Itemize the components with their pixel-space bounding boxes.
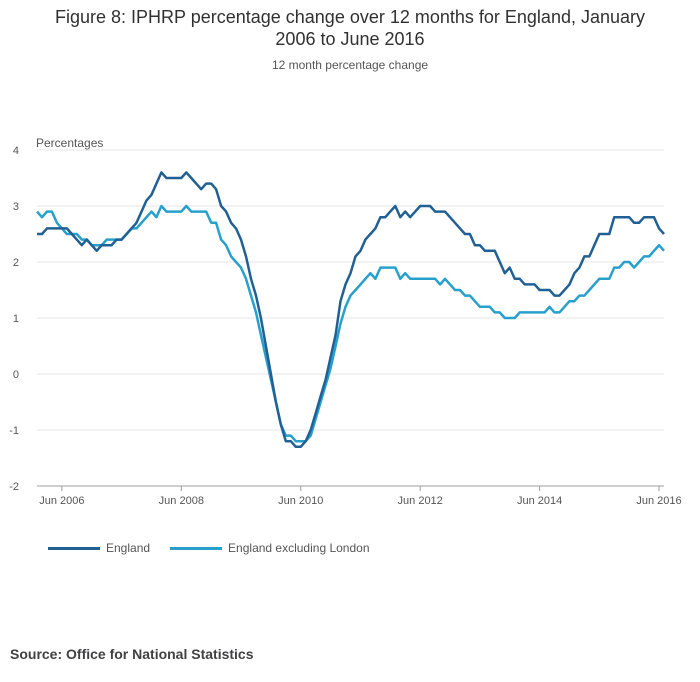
chart-title-line-2: 2006 to June 2016 <box>275 29 425 49</box>
x-tick-label: Jun 2010 <box>278 495 323 507</box>
legend-label-england: England <box>106 541 151 555</box>
x-tick-label: Jun 2016 <box>636 495 681 507</box>
source-note: Source: Office for National Statistics <box>10 646 254 662</box>
x-tick-label: Jun 2008 <box>159 495 204 507</box>
gridlines <box>37 149 664 487</box>
y-tick-label: 3 <box>13 201 19 213</box>
chart-title: Figure 8: IPHRP percentage change over 1… <box>0 6 700 50</box>
chart-subtitle: 12 month percentage change <box>271 58 429 72</box>
y-tick-label: -2 <box>9 481 19 493</box>
legend-label-england-excluding-london: England excluding London <box>228 541 370 555</box>
series-lines <box>36 171 665 449</box>
y-tick-label: 1 <box>13 313 19 325</box>
x-tick-label: Jun 2012 <box>398 495 443 507</box>
chart-title-line-1: Figure 8: IPHRP percentage change over 1… <box>54 7 646 27</box>
y-tick-label: 4 <box>13 145 19 157</box>
y-tick-label: 0 <box>13 369 19 381</box>
chart-legend: England England excluding London <box>48 541 390 555</box>
legend-swatch-england-excluding-london <box>170 546 223 550</box>
y-axis-label: Percentages <box>36 136 104 150</box>
x-tick-label: Jun 2006 <box>39 495 84 507</box>
x-tick-label: Jun 2014 <box>517 495 562 507</box>
legend-item-england[interactable]: England <box>48 541 150 555</box>
y-axis-ticks: 4 3 2 1 0 -1 -2 <box>9 145 19 493</box>
legend-item-england-excluding-london[interactable]: England excluding London <box>170 541 370 555</box>
y-tick-label: -1 <box>9 425 19 437</box>
series-line-england-excluding-london <box>36 204 665 443</box>
y-tick-label: 2 <box>13 257 19 269</box>
series-line-england <box>37 171 665 449</box>
x-axis-ticks: Jun 2006 Jun 2008 Jun 2010 Jun 2012 Jun 2014… <box>39 486 682 507</box>
legend-swatch-england <box>48 546 100 550</box>
